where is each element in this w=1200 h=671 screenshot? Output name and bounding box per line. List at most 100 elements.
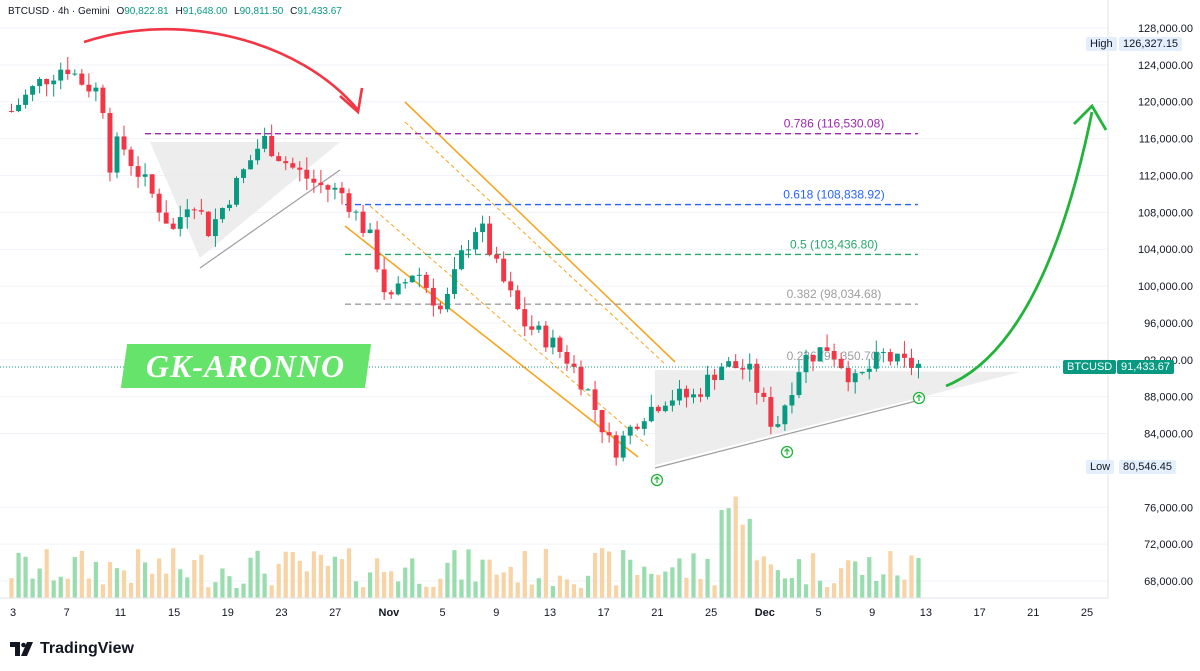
- x-tick-label: 17: [598, 607, 610, 619]
- volume-bar: [346, 548, 352, 598]
- volume-bar: [494, 574, 499, 598]
- y-tick-label: 88,000.00: [1144, 392, 1193, 404]
- volume-bar: [888, 551, 893, 598]
- x-tick-label: 21: [1027, 607, 1039, 619]
- volume-bar: [157, 558, 162, 598]
- channel-mid-2: [369, 205, 649, 447]
- plot-area[interactable]: [0, 0, 1108, 598]
- volume-bar: [150, 573, 155, 598]
- candle-body: [796, 372, 802, 396]
- volume-bar: [810, 553, 816, 598]
- volume-bar: [881, 574, 886, 598]
- candle-body: [353, 211, 359, 213]
- fib-label: 0.5 (103,436.80): [790, 237, 878, 251]
- candle-body: [205, 211, 211, 237]
- candle-body: [662, 405, 668, 412]
- y-tick-label: 68,000.00: [1144, 576, 1193, 588]
- candle-body: [768, 397, 774, 427]
- volume-bar: [747, 518, 752, 598]
- volume-bar: [9, 578, 14, 598]
- volume-bar: [72, 557, 77, 598]
- volume-bar: [114, 568, 120, 598]
- candle-body: [402, 282, 408, 284]
- volume-bar: [262, 573, 267, 598]
- candle-body: [381, 269, 387, 293]
- volume-bar: [311, 551, 316, 598]
- volume-bar: [30, 578, 35, 598]
- fib-label: 0.618 (108,838.92): [783, 188, 884, 202]
- volume-bar: [100, 584, 106, 598]
- volume-bar: [135, 549, 141, 598]
- candle-body: [775, 424, 781, 427]
- candle-body: [761, 392, 767, 398]
- volume-bar: [438, 578, 443, 598]
- y-tick-label: 112,000.00: [1139, 170, 1193, 182]
- volume-bar: [128, 582, 134, 598]
- candle-body: [212, 219, 218, 237]
- candle-body: [480, 223, 486, 233]
- candle-body: [234, 177, 239, 205]
- candle-body: [388, 292, 394, 295]
- candle-body: [852, 373, 858, 383]
- volume-bar: [712, 585, 717, 598]
- triangle-pattern-1: [150, 142, 340, 258]
- volume-bar: [571, 584, 577, 598]
- x-tick-label: 19: [222, 607, 234, 619]
- candle-body: [648, 406, 654, 422]
- x-tick-label: 3: [10, 607, 16, 619]
- candle-body: [395, 283, 401, 295]
- low-badge-value: 80,546.45: [1119, 460, 1176, 474]
- high-badge-label: High: [1086, 37, 1117, 51]
- candle-body: [754, 363, 760, 393]
- candle-body: [276, 156, 282, 162]
- open-value: 90,822.81: [124, 6, 169, 17]
- candles[interactable]: [9, 56, 921, 466]
- green-curved-arrow: [945, 111, 1094, 388]
- y-tick-label: 72,000.00: [1144, 539, 1193, 551]
- fib-label: 0.382 (98,034.68): [787, 287, 882, 301]
- volume-bar: [107, 562, 113, 598]
- x-axis[interactable]: 3 7 11 15 19 23 27 Nov 5 9 13 17 21 25 Dec 5 9 13 17 21 25: [10, 607, 1093, 619]
- fib-label: 0.786 (116,530.08): [784, 117, 885, 131]
- volume-bar: [227, 576, 232, 598]
- candle-body: [634, 426, 640, 429]
- volume-bar: [740, 524, 745, 598]
- candle-body: [810, 354, 816, 362]
- volume-bar: [508, 566, 513, 598]
- volume-bar: [796, 559, 802, 598]
- volume-bar: [677, 558, 682, 598]
- candle-body: [149, 174, 155, 194]
- candle-body: [184, 209, 190, 218]
- candle-body: [269, 135, 275, 157]
- channel-lower[interactable]: [344, 225, 639, 458]
- volume-bar: [290, 552, 295, 598]
- volume-bar: [431, 586, 436, 598]
- candle-body: [641, 421, 647, 429]
- candle-body: [219, 208, 225, 220]
- volume-bar: [726, 508, 731, 598]
- candle-body: [37, 79, 43, 87]
- volume-bar: [691, 553, 696, 598]
- volume-bar: [466, 549, 471, 598]
- candle-body: [241, 169, 246, 178]
- x-tick-label: 15: [168, 607, 180, 619]
- candle-body: [318, 182, 324, 186]
- volume-bar: [459, 579, 464, 598]
- close-label: C: [290, 6, 298, 17]
- volume-bar: [663, 571, 668, 598]
- fib-levels[interactable]: 0.786 (116,530.08) 0.618 (108,838.92) 0.5 …: [145, 117, 918, 363]
- candle-body: [86, 84, 92, 92]
- channel-upper[interactable]: [404, 101, 676, 363]
- trendline-2[interactable]: [654, 399, 921, 469]
- y-axis[interactable]: 128,000.00 124,000.00 120,000.00 116,000.00…: [1138, 23, 1193, 588]
- candle-body: [51, 80, 57, 85]
- y-tick-label: 108,000.00: [1138, 207, 1193, 219]
- trendline-1[interactable]: [199, 169, 341, 269]
- candle-body: [873, 352, 879, 369]
- candle-body: [128, 149, 134, 167]
- candle-body: [227, 204, 232, 209]
- candle-body: [719, 366, 725, 381]
- volume-bar: [445, 562, 450, 598]
- candle-body: [367, 229, 373, 233]
